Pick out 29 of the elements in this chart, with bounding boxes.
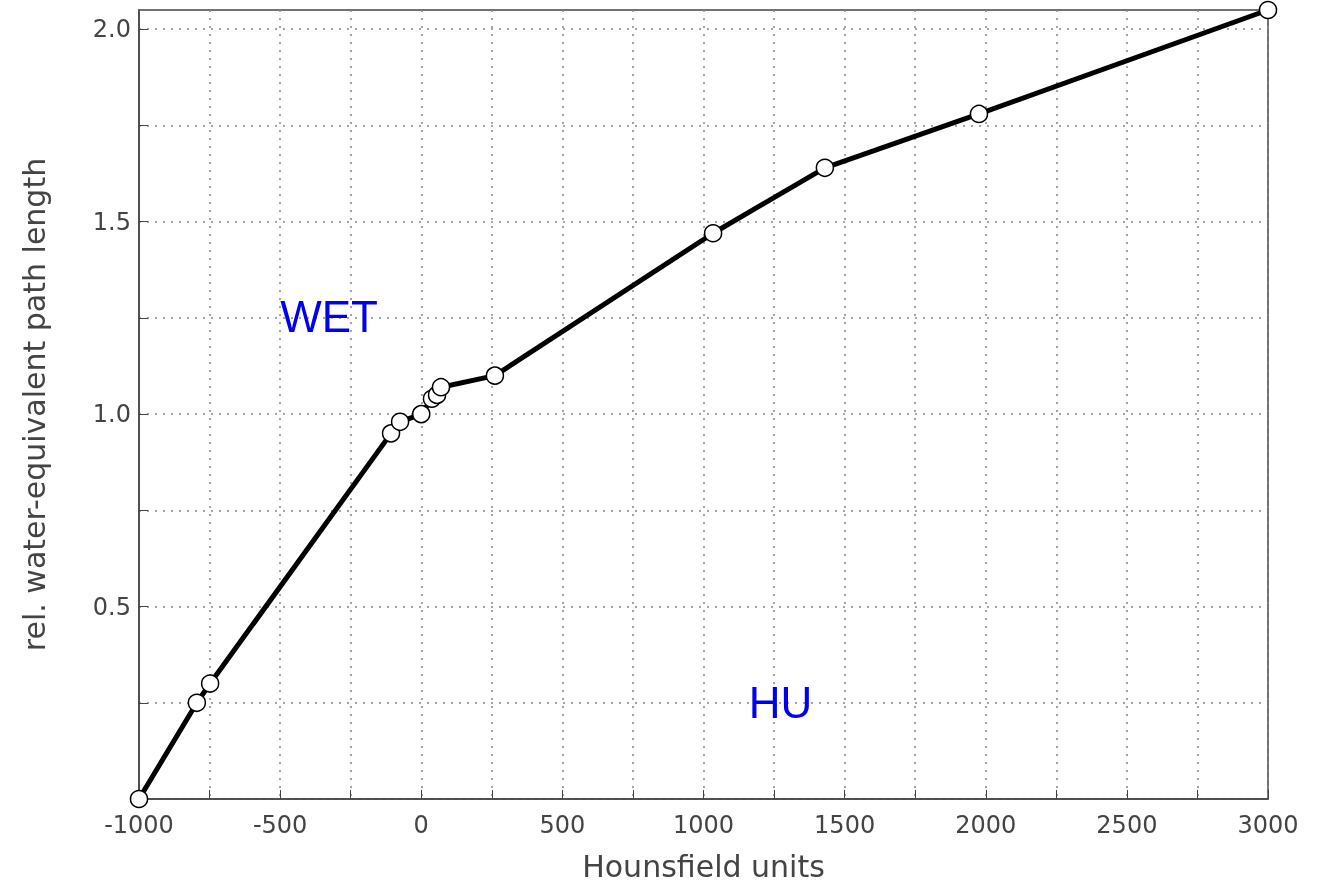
point bbox=[431, 377, 451, 397]
y-tick-label: 1.5 bbox=[92, 207, 131, 236]
x-tick-label: 500 bbox=[539, 811, 586, 839]
x-tick-label: 1500 bbox=[814, 811, 876, 839]
y-tick-label: 2.0 bbox=[92, 15, 131, 44]
x-tick-label: 2000 bbox=[955, 811, 1017, 839]
point bbox=[187, 693, 207, 713]
y-tick-label: 0.5 bbox=[92, 592, 131, 621]
point bbox=[381, 424, 401, 443]
point bbox=[412, 404, 431, 424]
point bbox=[1258, 0, 1278, 20]
point bbox=[390, 412, 410, 432]
x-tick-label: 3000 bbox=[1237, 811, 1299, 839]
x-axis-title: Hounsfield units bbox=[582, 848, 825, 884]
y-axis-title: rel. water-equivalent path length bbox=[16, 157, 52, 652]
x-tick-label: 1000 bbox=[672, 811, 735, 839]
annotation: HU bbox=[748, 678, 813, 728]
point bbox=[969, 104, 989, 124]
point bbox=[485, 366, 505, 385]
x-tick-label: 0 bbox=[413, 811, 429, 839]
x-tick-label: -1000 bbox=[104, 811, 174, 839]
y-tick-label: 1.0 bbox=[92, 400, 131, 429]
point bbox=[200, 674, 220, 693]
point bbox=[815, 158, 835, 178]
x-tick-label: -500 bbox=[252, 811, 308, 839]
point bbox=[703, 223, 723, 243]
annotation: WET bbox=[280, 291, 378, 341]
point bbox=[129, 789, 149, 809]
x-tick-label: 2500 bbox=[1096, 811, 1158, 839]
